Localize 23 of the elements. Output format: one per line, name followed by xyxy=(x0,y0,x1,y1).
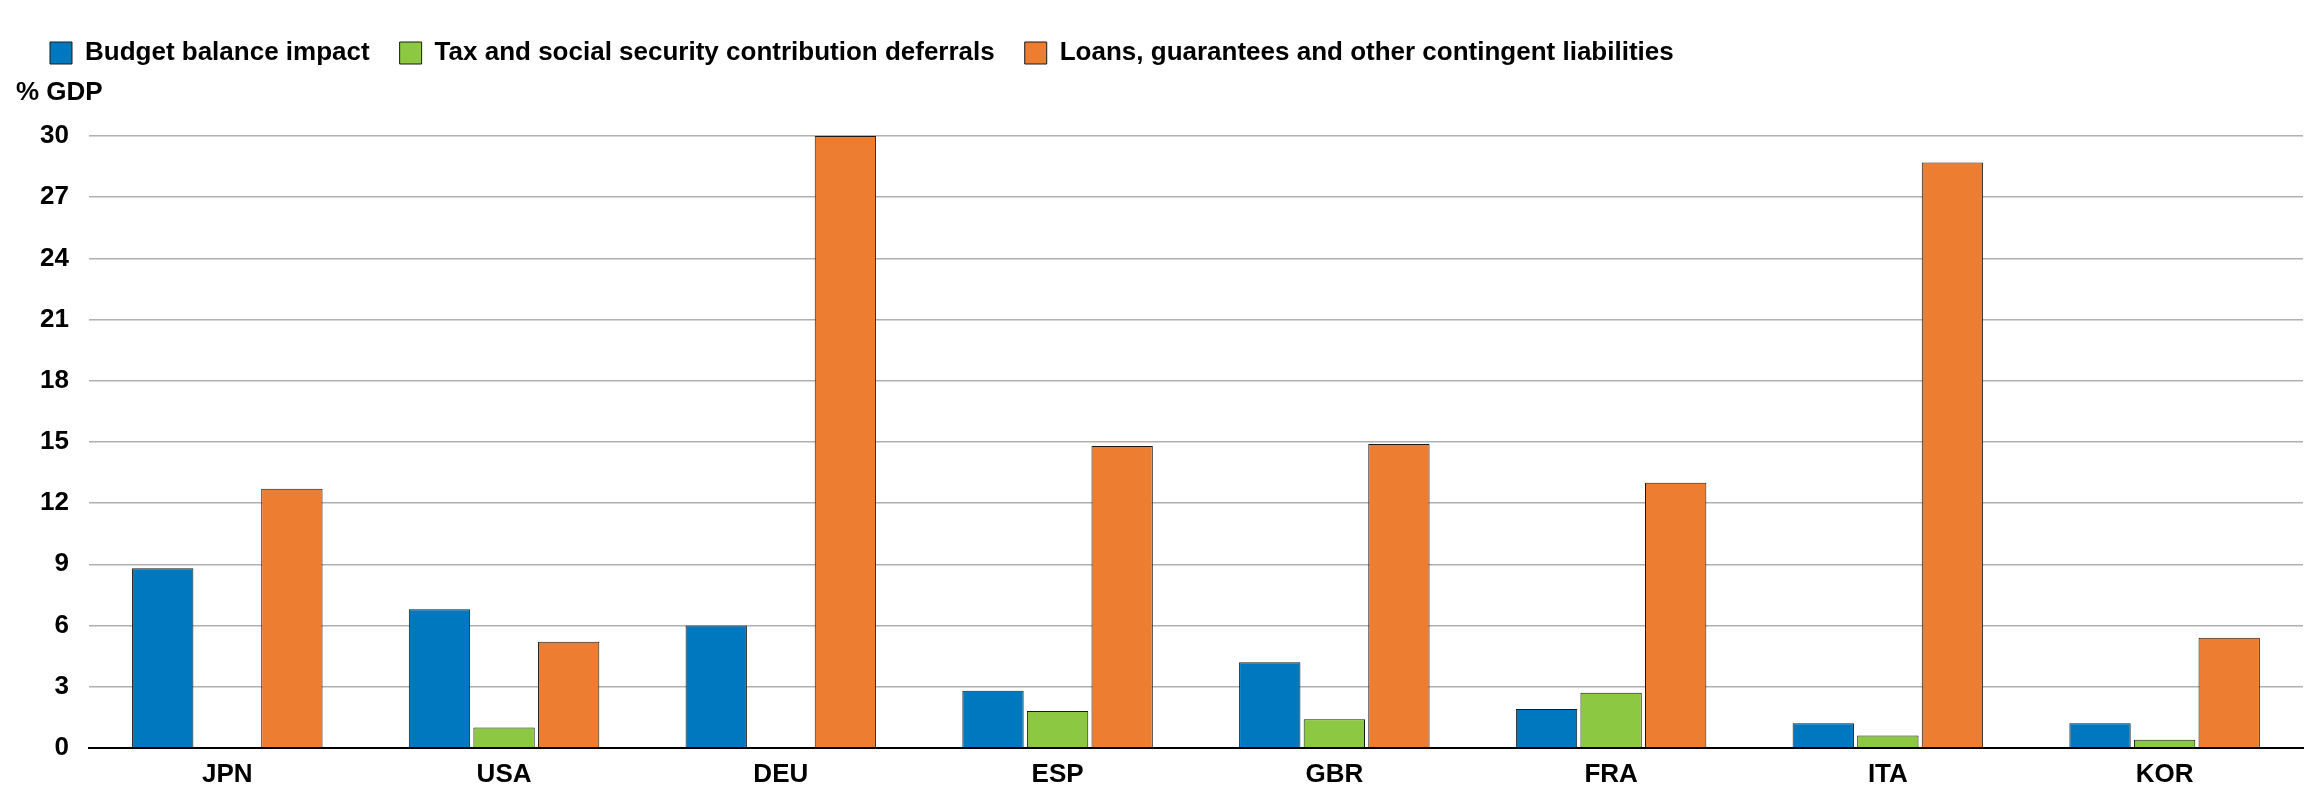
y-tick-label: 3 xyxy=(54,669,69,700)
legend-label: Loans, guarantees and other contingent liabilities xyxy=(1059,36,1674,67)
y-axis-title: % GDP xyxy=(16,76,103,107)
legend-label: Tax and social security contribution deferrals xyxy=(434,36,995,67)
x-tick-label: GBR xyxy=(1305,757,1364,788)
y-tick-label: 21 xyxy=(40,302,69,333)
y-tick-label: 9 xyxy=(54,547,69,578)
y-tick-label: 27 xyxy=(40,180,69,211)
y-tick-label: 18 xyxy=(40,363,69,394)
y-tick-label: 24 xyxy=(40,241,70,272)
y-tick-label: 30 xyxy=(40,119,69,150)
y-tick-label: 0 xyxy=(54,730,69,761)
x-tick-label: KOR xyxy=(2135,757,2194,788)
y-tick-label: 15 xyxy=(40,425,69,456)
x-tick-label: DEU xyxy=(753,757,809,788)
y-tick-label: 6 xyxy=(54,608,69,639)
x-tick-label: JPN xyxy=(202,757,253,788)
x-tick-label: ITA xyxy=(1867,757,1909,788)
y-tick-label: 12 xyxy=(40,486,69,517)
x-tick-label: FRA xyxy=(1584,757,1639,788)
x-tick-label: USA xyxy=(476,757,532,788)
legend-label: Budget balance impact xyxy=(85,36,370,67)
x-tick-label: ESP xyxy=(1031,757,1084,788)
